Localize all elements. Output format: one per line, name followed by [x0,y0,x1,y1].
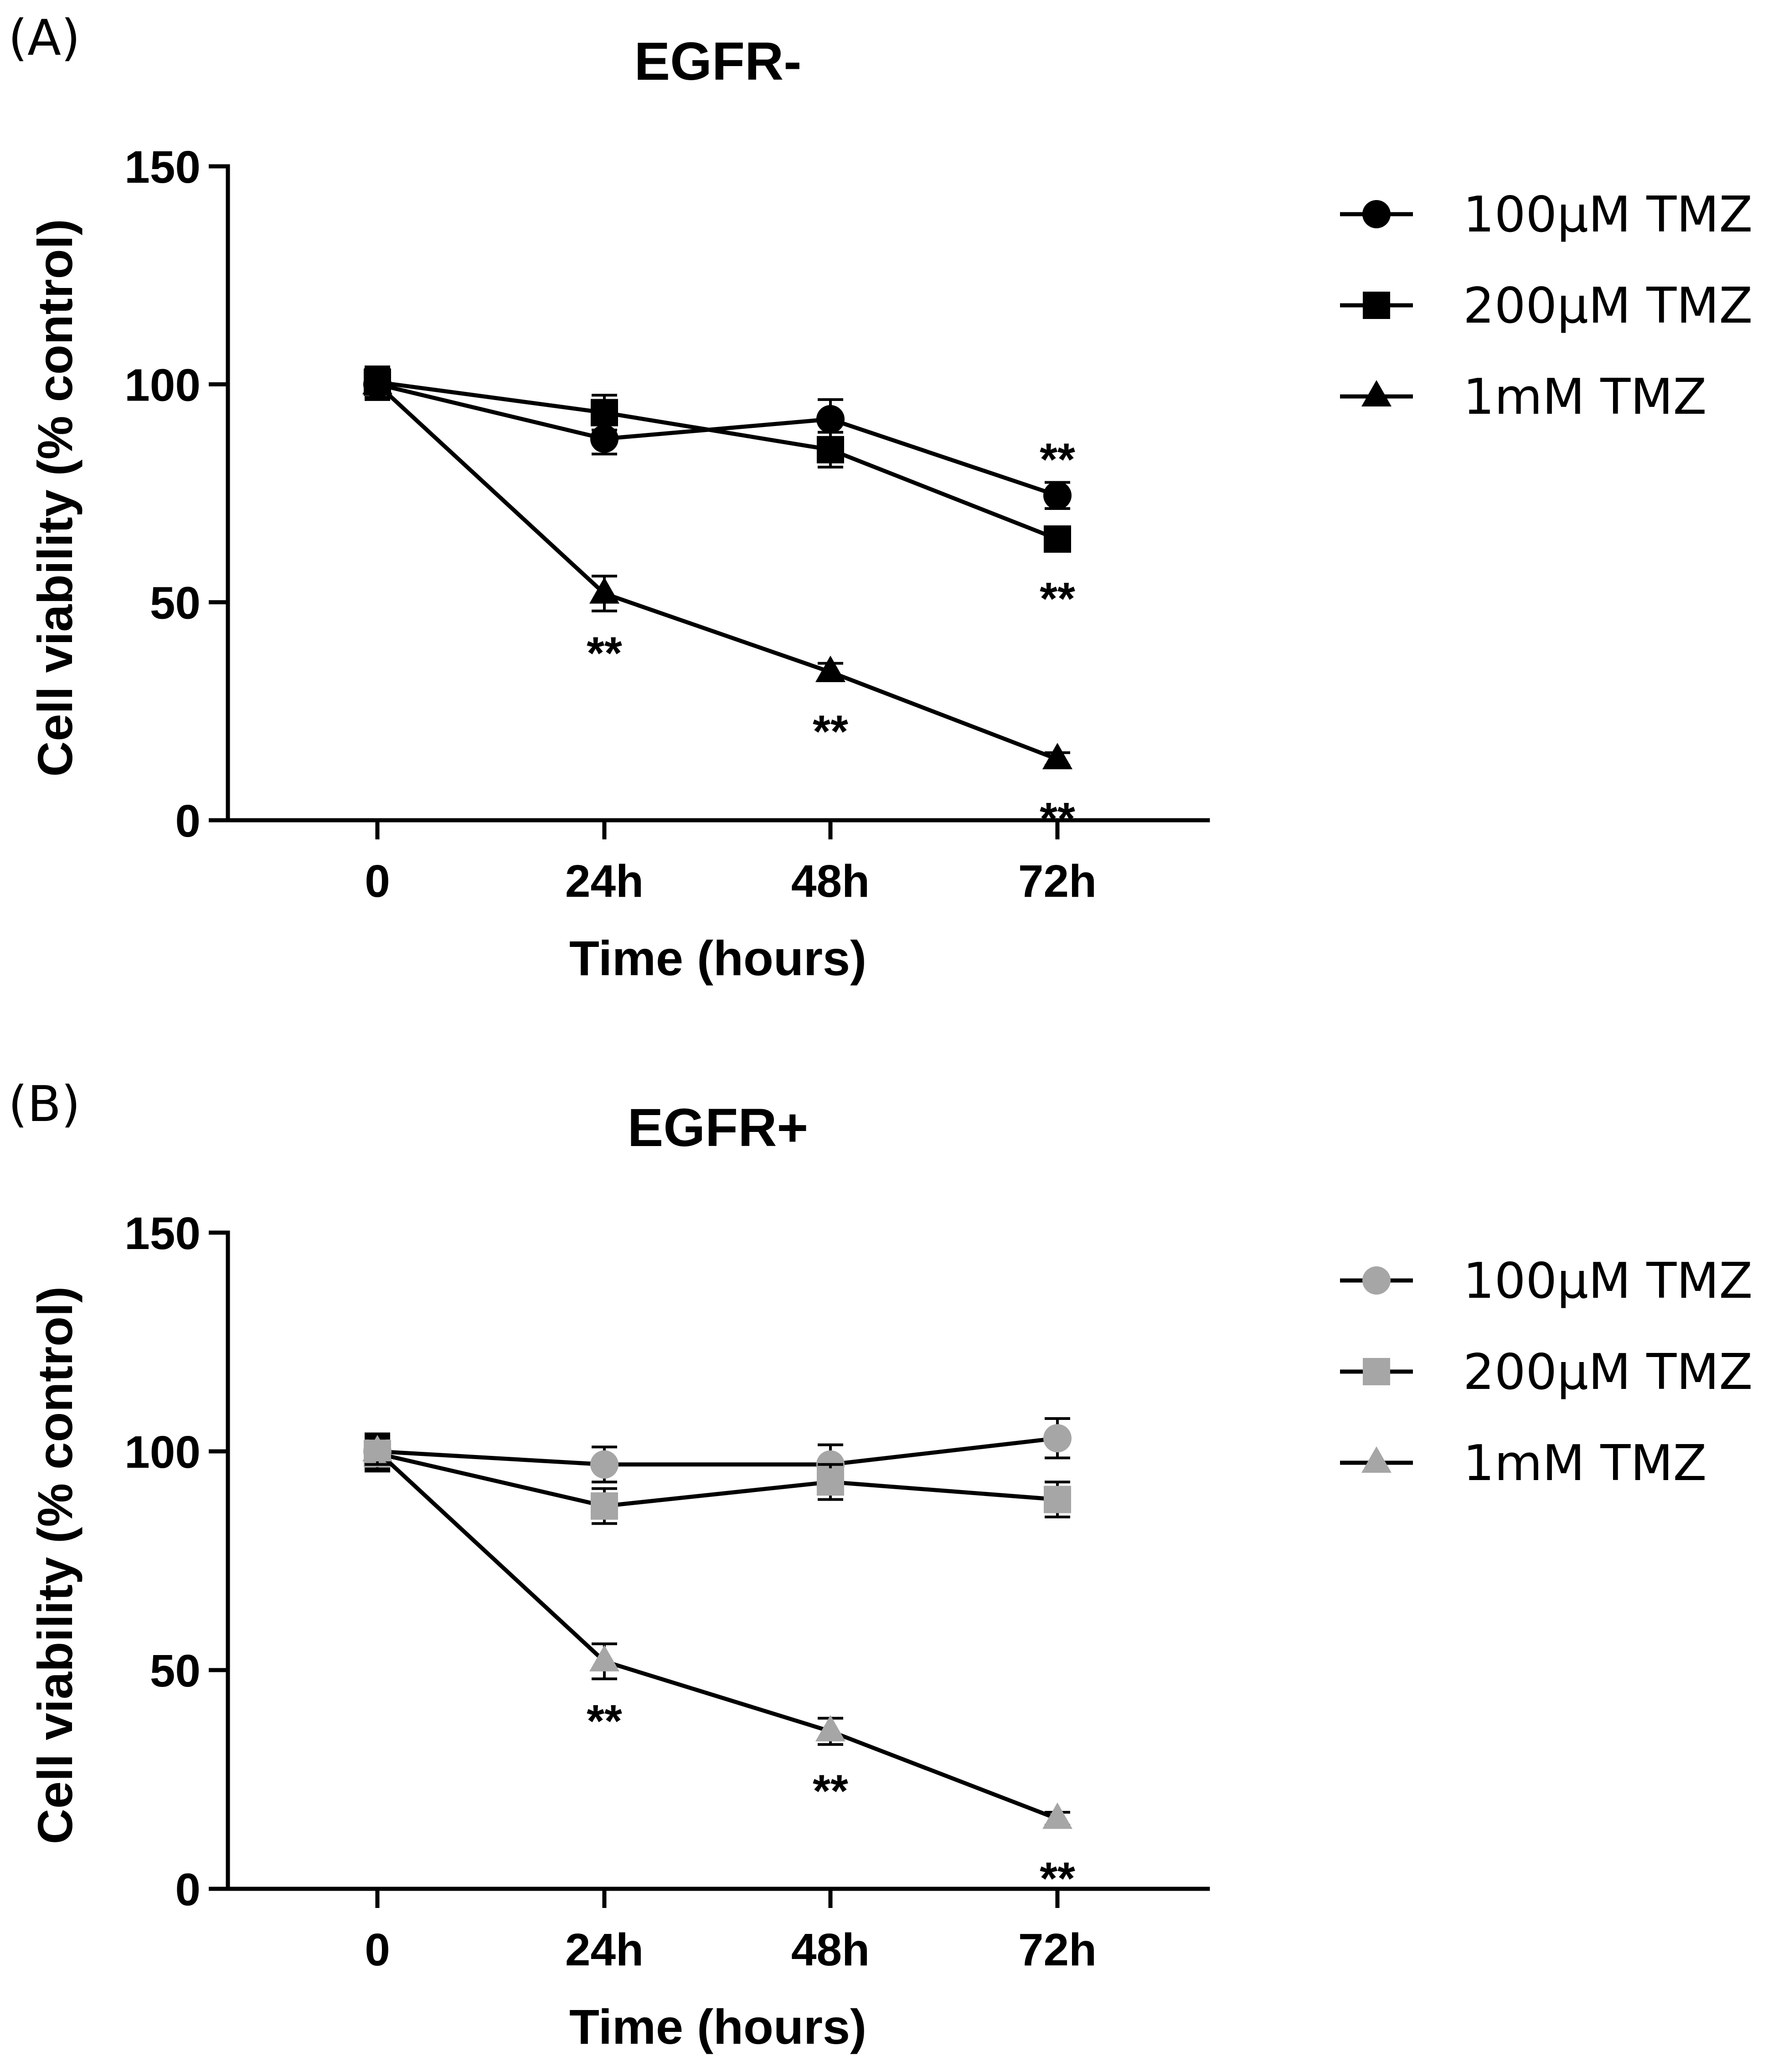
y-tick-label: 150 [124,1208,201,1259]
series-line [376,1450,1058,1821]
legend-marker [1361,380,1392,407]
y-axis-title: Cell viability (% control) [27,219,82,776]
significance-marker: ** [1040,793,1075,844]
legend-item: 1mM TMZ [1340,369,1707,426]
x-tick-label: 24h [565,856,644,907]
y-axis-title: Cell viability (% control) [27,1286,82,1844]
data-point [362,1435,392,1462]
data-point [817,436,844,463]
data-point [816,405,845,433]
series-line [376,383,1058,761]
legend-label: 200μM TMZ [1463,278,1753,334]
x-tick-label: 72h [1018,1924,1097,1975]
legend-item: 100μM TMZ [1340,1253,1753,1310]
y-tick-label: 0 [175,796,201,847]
legend-marker [1361,1446,1392,1473]
significance-marker: ** [1040,573,1075,624]
data-point [1042,1802,1072,1829]
legend: 100μM TMZ 200μM TMZ 1mM TMZ [1340,186,1753,426]
data-point [1044,525,1071,553]
data-point [590,1450,618,1479]
data-point [1042,743,1072,770]
data-point [591,1492,618,1520]
legend-marker [1363,1358,1390,1385]
y-tick-label: 0 [175,1864,201,1915]
legend-label: 200μM TMZ [1463,1344,1753,1401]
x-tick-label: 0 [365,856,390,907]
series-line [376,1451,1058,1508]
significance-marker: ** [813,1765,848,1816]
legend-item: 1mM TMZ [1340,1435,1707,1492]
series-square [364,1434,1071,1525]
data-point [1043,1424,1072,1453]
data-point [589,577,619,604]
x-tick-label: 0 [365,1924,390,1975]
x-axis-title: Time (hours) [569,1999,866,2054]
series-line [377,1436,1058,1467]
y-tick-label: 100 [124,1427,201,1478]
y-tick-label: 50 [150,578,201,629]
x-axis-title: Time (hours) [569,931,866,986]
significance-marker: ** [587,628,622,679]
series-line [377,380,1058,541]
data-point [1043,481,1072,510]
series-square [364,365,1071,553]
data-point [1044,1486,1071,1513]
legend-marker [1362,1266,1391,1295]
y-tick-label: 100 [124,360,201,411]
data-point [817,1468,844,1496]
legend-marker [1363,292,1390,319]
panel-label: (A) [8,10,80,67]
legend-item: 200μM TMZ [1340,278,1753,334]
data-point [815,655,845,682]
data-point [589,1645,619,1671]
data-point [815,1715,845,1742]
data-point [362,368,392,395]
legend: 100μM TMZ 200μM TMZ 1mM TMZ [1340,1253,1753,1492]
chart-title: EGFR- [634,31,801,92]
legend-label: 1mM TMZ [1463,1435,1707,1492]
legend-label: 100μM TMZ [1463,186,1753,243]
data-point [590,424,618,453]
significance-marker: ** [1040,434,1075,485]
panel-a: (A) EGFR- 0 50 100 150 0 24h 48h 72h Time (hours) C… [8,10,1753,986]
legend-item: 200μM TMZ [1340,1344,1753,1401]
legend-label: 100μM TMZ [1463,1253,1753,1310]
x-tick-label: 48h [791,1924,870,1975]
y-tick-label: 50 [150,1645,201,1697]
legend-item: 100μM TMZ [1340,186,1753,243]
significance-marker: ** [587,1696,622,1747]
legend-marker [1362,200,1391,228]
series-triangle [362,1435,1072,1829]
data-point [591,399,618,427]
legend-label: 1mM TMZ [1463,369,1707,426]
series-line [376,382,1058,498]
significance-marker: ** [1040,1853,1075,1904]
panel-b: (B) EGFR+ 0 50 100 150 0 24h 48h 72h Time (hours) C… [8,1076,1753,2054]
series-triangle [362,368,1072,770]
y-tick-label: 150 [124,142,201,193]
x-tick-label: 72h [1018,856,1097,907]
significance-marker: ** [813,706,848,757]
panel-label: (B) [8,1076,80,1133]
chart-title: EGFR+ [628,1098,809,1158]
x-tick-label: 48h [791,856,870,907]
x-tick-label: 24h [565,1924,644,1975]
series-circle [363,367,1072,510]
